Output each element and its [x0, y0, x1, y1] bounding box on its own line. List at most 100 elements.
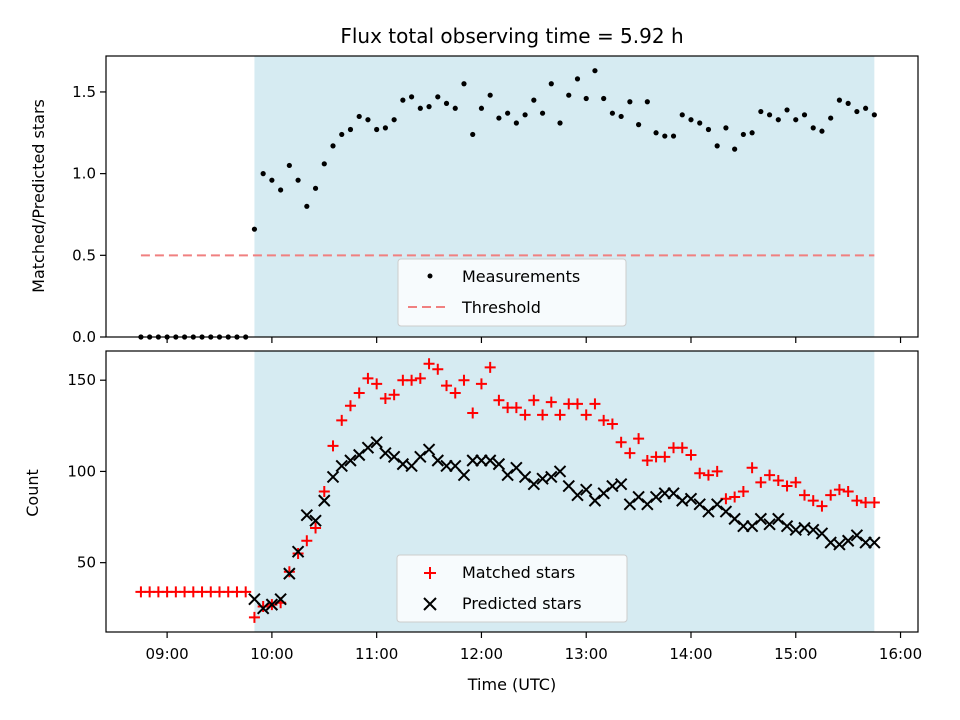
predicted-stars-point	[850, 529, 864, 542]
time-x-tick-label: 11:00	[355, 645, 398, 663]
measurement-point	[487, 92, 493, 98]
matched-stars-point	[798, 489, 810, 501]
matched-stars-point	[868, 496, 880, 508]
measurement-point	[609, 110, 616, 116]
measurements-legend-marker	[427, 273, 433, 279]
matched-stars-point	[825, 489, 837, 501]
matched-stars-point	[781, 480, 793, 492]
predicted-stars-legend-label: Predicted stars	[462, 594, 582, 613]
measurement-point	[461, 81, 467, 87]
measurement-point	[662, 133, 668, 139]
measurement-point	[382, 125, 388, 131]
matched-stars-point	[729, 491, 741, 503]
matched-stars-point	[790, 476, 802, 488]
time-x-axis-label: Time (UTC)	[467, 675, 556, 694]
matched-stars-point	[694, 467, 706, 479]
count-legend: Matched stars Predicted stars	[396, 554, 628, 623]
measurement-point	[391, 117, 397, 123]
predicted-stars-point	[501, 468, 514, 482]
predicted-stars-point	[571, 488, 584, 502]
time-x-tick-label: 10:00	[250, 645, 293, 663]
count-y-axis-label: Count	[23, 469, 42, 517]
predicted-stars-point	[553, 465, 567, 478]
threshold-legend-label: Threshold	[461, 298, 541, 317]
matched-stars-point	[711, 465, 723, 477]
measurement-point	[871, 112, 877, 118]
measurement-point	[636, 122, 642, 128]
measurement-point	[443, 100, 450, 106]
matched-stars-point	[816, 500, 828, 512]
measurement-point	[408, 94, 415, 100]
measurement-point	[505, 110, 511, 116]
measurement-point	[679, 112, 685, 118]
measurement-point	[766, 112, 773, 118]
matched-stars-point	[240, 586, 252, 598]
measurement-point	[601, 95, 607, 102]
predicted-stars-point	[483, 454, 497, 467]
time-x-tick-label: 14:00	[669, 645, 712, 663]
ratio-y-tick-label: 0.5	[72, 246, 96, 264]
matched-stars-point	[737, 486, 749, 497]
matched-stars-point	[344, 400, 356, 412]
matched-stars-point	[851, 495, 863, 507]
measurement-point	[522, 112, 528, 118]
count-y-tick-label: 150	[67, 371, 96, 389]
ratio-y-tick-label: 1.0	[72, 165, 96, 183]
measurement-point	[653, 130, 659, 136]
matched-stars-point	[772, 475, 784, 487]
measurement-point	[251, 226, 258, 232]
ratio-y-tick-label: 0.0	[72, 328, 96, 346]
time-x-tick-label: 12:00	[460, 645, 503, 663]
matched-stars-point	[842, 486, 854, 497]
measurement-point	[670, 133, 677, 139]
ratio-x-ticks	[166, 337, 902, 343]
measurement-point	[365, 117, 371, 123]
predicted-stars-point	[457, 468, 471, 482]
chart-title: Flux total observing time = 5.92 h	[340, 24, 683, 48]
matched-stars-point	[292, 548, 304, 560]
matched-stars-point	[807, 495, 819, 507]
measurement-point	[775, 117, 781, 123]
measurement-point	[697, 120, 703, 126]
measurement-point	[548, 81, 554, 87]
matched-stars-point	[248, 611, 260, 623]
predicted-stars-point	[807, 523, 820, 537]
matched-stars-point	[310, 522, 322, 534]
matched-stars-point	[598, 414, 610, 426]
measurement-point	[356, 113, 362, 120]
count-y-tick-label: 100	[67, 462, 96, 480]
ratio-legend: Measurements Threshold	[397, 258, 627, 327]
matched-stars-point	[318, 486, 330, 497]
ratio-y-ticks: 0.0 0.5 1.0 1.5	[72, 83, 106, 346]
measurement-point	[374, 126, 380, 133]
measurement-point	[347, 126, 354, 133]
matched-stars-point	[624, 447, 636, 459]
predicted-stars-point	[710, 498, 724, 511]
measurement-point	[452, 105, 458, 111]
ratio-y-tick-label: 1.5	[72, 83, 96, 101]
matched-stars-point	[484, 361, 496, 373]
count-y-ticks: 50 100 150	[67, 371, 106, 572]
predicted-stars-point	[623, 498, 637, 511]
measurement-point	[688, 117, 694, 123]
predicted-stars-point	[283, 567, 296, 580]
predicted-stars-point	[431, 454, 444, 467]
measurement-point	[496, 115, 502, 121]
matched-stars-point	[510, 402, 522, 414]
matched-stars-point	[327, 440, 339, 452]
measurement-point	[531, 97, 537, 103]
predicted-stars-point	[772, 512, 785, 526]
predicted-stars-point	[274, 592, 287, 606]
matched-stars-point	[659, 451, 671, 463]
count-axes-frame	[105, 350, 919, 633]
measurement-point	[627, 99, 633, 105]
measurement-points	[138, 68, 877, 340]
matched-stars-point	[371, 378, 383, 390]
matched-stars-point	[746, 462, 758, 474]
predicted-stars-point	[754, 512, 768, 526]
measurement-point	[828, 115, 834, 121]
predicted-stars-point	[833, 538, 846, 551]
predicted-stars-point	[868, 536, 881, 549]
predicted-stars-point	[719, 505, 733, 518]
